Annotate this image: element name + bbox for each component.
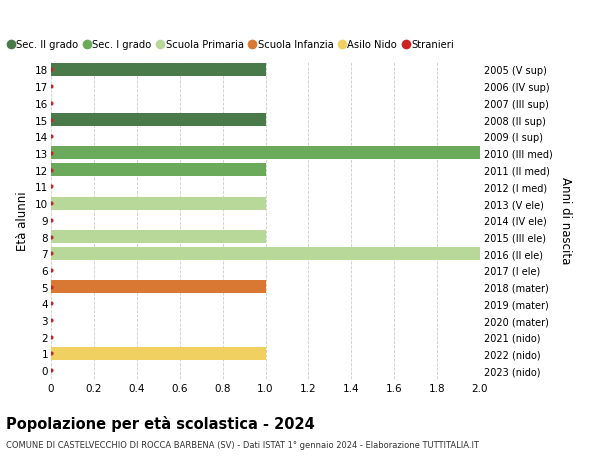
- Bar: [51, 247, 480, 260]
- Bar: [51, 147, 480, 160]
- Bar: [51, 347, 265, 360]
- Bar: [51, 64, 265, 77]
- Bar: [51, 197, 265, 210]
- Bar: [51, 230, 265, 243]
- Y-axis label: Anni di nascita: Anni di nascita: [559, 177, 572, 264]
- Text: COMUNE DI CASTELVECCHIO DI ROCCA BARBENA (SV) - Dati ISTAT 1° gennaio 2024 - Ela: COMUNE DI CASTELVECCHIO DI ROCCA BARBENA…: [6, 440, 479, 449]
- Bar: [51, 164, 265, 177]
- Y-axis label: Età alunni: Età alunni: [16, 190, 29, 250]
- Legend: Sec. II grado, Sec. I grado, Scuola Primaria, Scuola Infanzia, Asilo Nido, Stran: Sec. II grado, Sec. I grado, Scuola Prim…: [4, 36, 458, 54]
- Bar: [51, 114, 265, 127]
- Text: Popolazione per età scolastica - 2024: Popolazione per età scolastica - 2024: [6, 415, 315, 431]
- Bar: [51, 280, 265, 293]
